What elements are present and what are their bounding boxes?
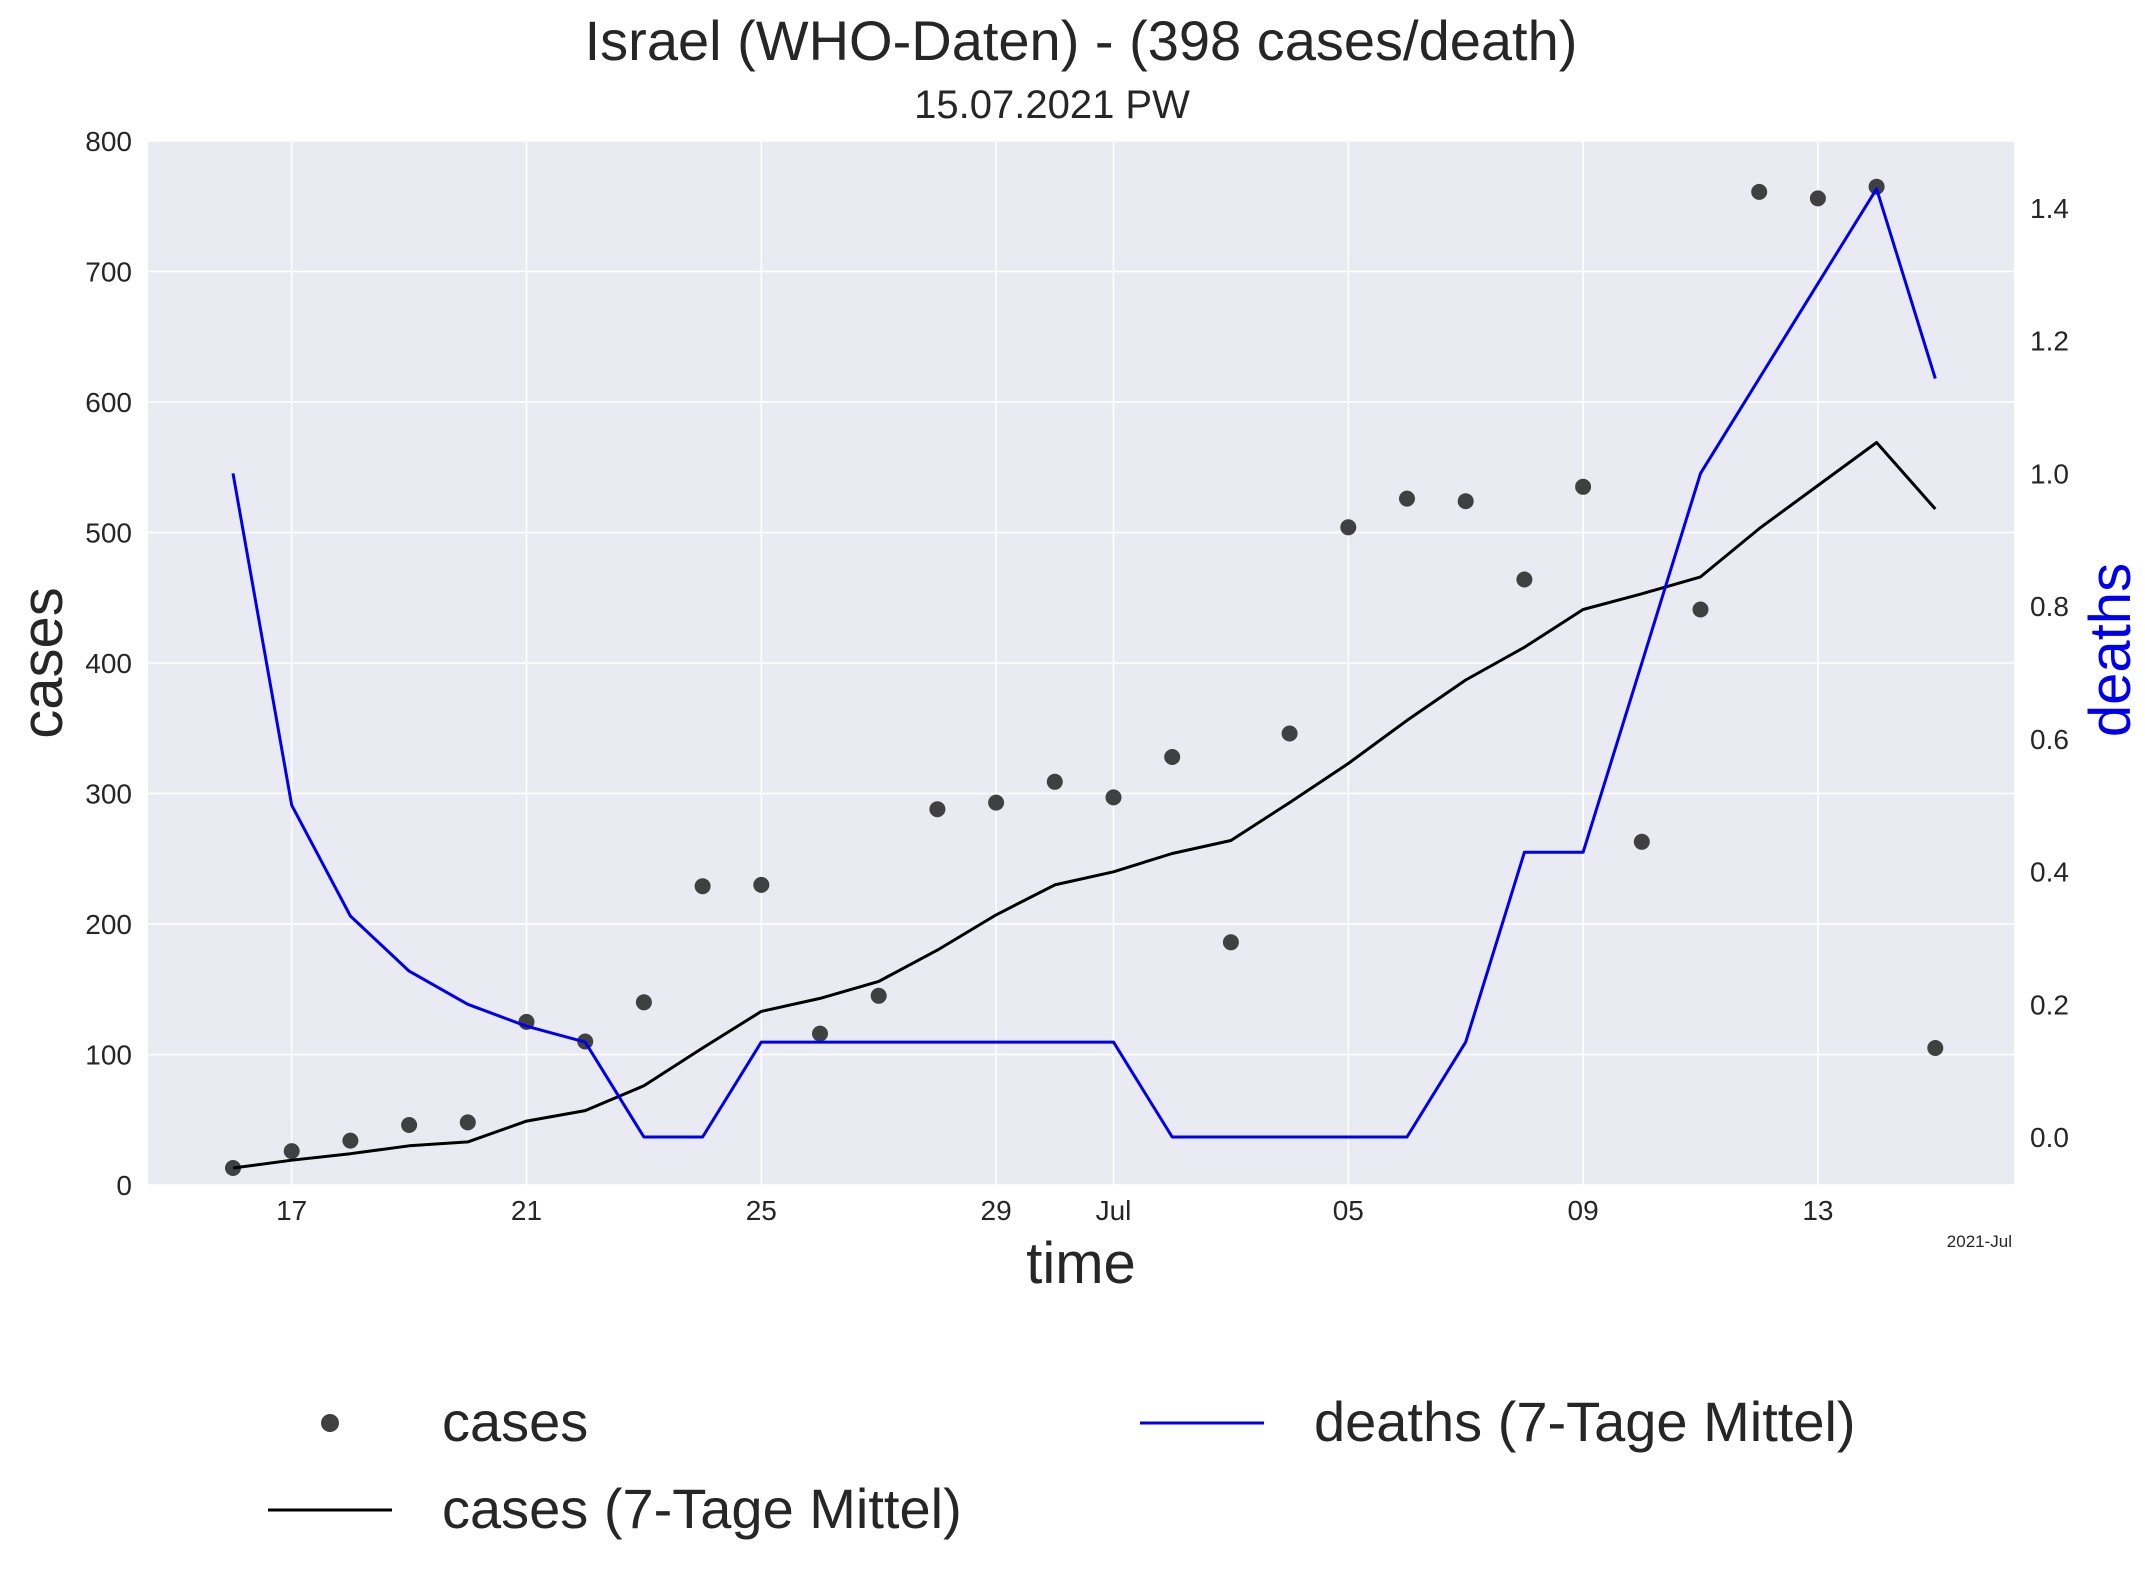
data-point-cases — [870, 987, 887, 1004]
left-axis-ticks: 0 100 200 300 400 500 600 700 800 — [85, 126, 132, 1201]
data-point-cases — [1633, 833, 1650, 850]
x-tick-label: Jul — [1096, 1195, 1132, 1226]
legend-marker-cases — [321, 1414, 339, 1432]
legend-label-cases-mean: cases (7-Tage Mittel) — [442, 1477, 962, 1540]
data-point-cases — [1692, 601, 1709, 618]
x-tick-label: 17 — [276, 1195, 307, 1226]
data-point-cases — [1809, 190, 1826, 207]
data-point-cases — [929, 801, 946, 818]
y-right-tick-label: 1.0 — [2030, 458, 2069, 489]
x-axis-label: time — [1026, 1231, 1136, 1296]
y-tick-label: 500 — [85, 518, 132, 549]
series-line-1 — [232, 441, 1937, 1170]
x-axis-offset-label: 2021-Jul — [1947, 1232, 2012, 1251]
data-point-cases — [1222, 934, 1239, 951]
data-point-cases — [401, 1117, 418, 1133]
y-tick-label: 400 — [85, 648, 132, 679]
legend: cases cases (7-Tage Mittel) deaths (7-Ta… — [268, 1390, 1856, 1540]
data-point-cases — [459, 1114, 476, 1131]
y-right-tick-label: 0.2 — [2030, 989, 2069, 1020]
data-point-cases — [342, 1132, 359, 1149]
y-axis-label-right: deaths — [2078, 563, 2143, 737]
data-point-cases — [694, 878, 711, 895]
data-point-cases — [1399, 490, 1415, 507]
chart-subtitle: 15.07.2021 PW — [914, 83, 1190, 127]
legend-label-deaths-mean: deaths (7-Tage Mittel) — [1314, 1390, 1856, 1453]
data-point-cases — [1575, 478, 1592, 495]
data-point-cases — [283, 1143, 300, 1160]
x-tick-label: 25 — [746, 1195, 777, 1226]
y-right-tick-label: 1.2 — [2030, 326, 2069, 357]
legend-label-cases: cases — [442, 1390, 588, 1453]
y-axis-label: cases — [10, 587, 75, 739]
data-point-cases — [1281, 725, 1298, 742]
x-tick-label: 05 — [1333, 1195, 1364, 1226]
y-tick-label: 800 — [85, 126, 132, 157]
x-axis-ticks: 17 21 25 29 Jul 05 09 13 — [276, 1195, 1833, 1226]
series-line-2 — [231, 187, 1937, 1139]
x-tick-label: 09 — [1568, 1195, 1599, 1226]
x-tick-label: 13 — [1802, 1195, 1833, 1226]
data-point-cases — [1516, 571, 1533, 588]
data-point-cases — [1751, 183, 1768, 200]
data-point-cases — [988, 794, 1005, 811]
x-tick-label: 29 — [981, 1195, 1012, 1226]
y-tick-label: 100 — [85, 1040, 132, 1071]
data-point-cases — [1046, 773, 1063, 790]
y-right-tick-label: 0.6 — [2030, 724, 2069, 755]
grid — [148, 140, 2014, 1186]
y-right-tick-label: 0.8 — [2030, 591, 2069, 622]
y-tick-label: 300 — [85, 779, 132, 810]
y-right-tick-label: 0.0 — [2030, 1122, 2069, 1153]
data-point-cases — [1105, 789, 1122, 806]
y-tick-label: 200 — [85, 909, 132, 940]
data-point-cases — [1164, 749, 1181, 765]
y-right-tick-label: 1.4 — [2030, 193, 2069, 224]
data-point-cases — [753, 876, 770, 893]
y-tick-label: 0 — [116, 1170, 132, 1201]
data-point-cases — [1457, 493, 1474, 510]
data-point-cases — [1868, 178, 1885, 195]
y-tick-label: 600 — [85, 387, 132, 418]
right-axis-ticks: 0.0 0.2 0.4 0.6 0.8 1.0 1.2 1.4 — [2030, 193, 2069, 1153]
data-point-cases — [1340, 519, 1357, 536]
x-tick-label: 21 — [511, 1195, 542, 1226]
series-layer — [225, 178, 1944, 1176]
data-point-cases — [635, 994, 652, 1011]
y-right-tick-label: 0.4 — [2030, 857, 2069, 888]
data-point-cases — [1927, 1040, 1944, 1056]
y-tick-label: 700 — [85, 257, 132, 288]
chart-title: Israel (WHO-Daten) - (398 cases/death) — [585, 9, 1578, 72]
data-point-cases — [812, 1025, 828, 1042]
